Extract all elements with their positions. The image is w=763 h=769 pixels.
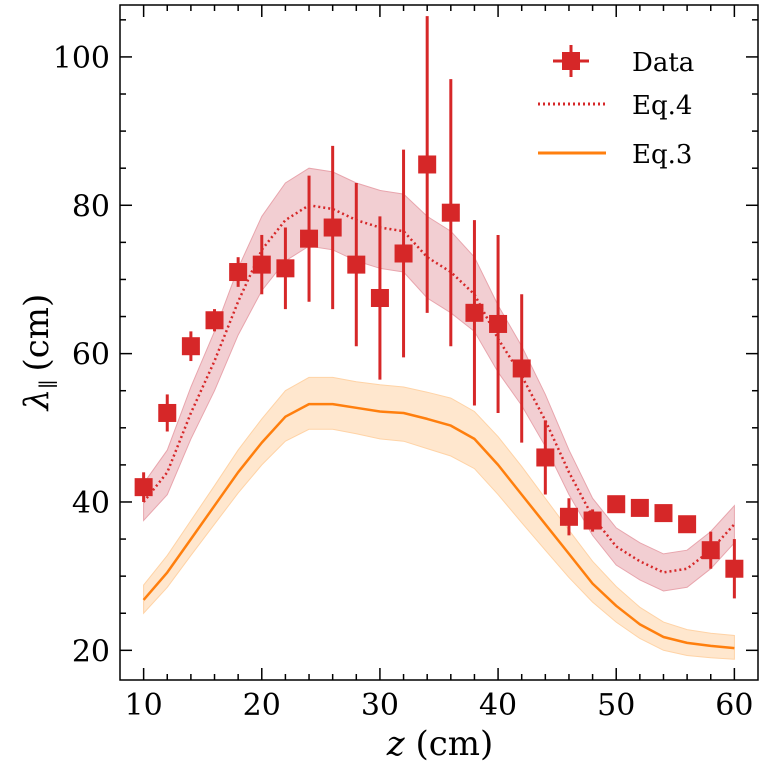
data-point — [134, 472, 153, 502]
data-point — [418, 16, 437, 313]
data-point — [583, 509, 602, 532]
legend-label-eq3: Eq.3 — [632, 140, 692, 170]
y-tick-label: 60 — [72, 338, 110, 373]
legend-entry-eq3: Eq.3 — [538, 140, 692, 170]
data-point — [465, 220, 484, 406]
data-point — [630, 498, 649, 517]
x-tick-label: 40 — [479, 688, 517, 723]
data-marker — [725, 559, 744, 578]
data-point — [370, 216, 389, 380]
eq3-line — [142, 402, 735, 650]
data-marker — [441, 203, 460, 222]
x-axis-title: z (cm) — [386, 724, 494, 764]
data-marker — [630, 498, 649, 517]
y-axis-title: λ∥(cm) — [17, 294, 60, 413]
x-tick-label: 20 — [243, 688, 281, 723]
data-point — [701, 531, 720, 569]
legend: Data Eq.4 Eq.3 — [538, 45, 694, 170]
x-tick-label: 10 — [125, 688, 163, 723]
data-marker — [465, 303, 484, 322]
data-point — [347, 183, 366, 347]
data-point — [276, 227, 295, 310]
legend-label-data: Data — [632, 48, 694, 78]
data-point — [536, 420, 555, 495]
x-tick-label: 50 — [597, 688, 635, 723]
data-points — [134, 16, 744, 599]
data-point — [559, 498, 578, 536]
y-tick-label: 20 — [72, 634, 110, 669]
data-marker — [370, 288, 389, 307]
data-marker — [181, 337, 200, 356]
data-marker — [489, 314, 508, 333]
data-marker — [654, 504, 673, 523]
data-marker — [300, 229, 319, 248]
data-marker — [158, 403, 177, 422]
data-marker — [205, 311, 224, 330]
x-axis-ticks: 10 20 30 40 50 60 — [125, 5, 753, 723]
data-marker — [536, 448, 555, 467]
data-marker — [678, 515, 697, 534]
data-marker — [229, 263, 248, 282]
data-marker — [512, 359, 531, 378]
x-tick-label: 30 — [361, 688, 399, 723]
data-point — [512, 294, 531, 443]
data-marker — [134, 478, 153, 497]
data-point — [181, 331, 200, 362]
data-marker — [583, 511, 602, 530]
data-marker — [701, 541, 720, 560]
y-tick-label: 80 — [72, 189, 110, 224]
data-marker — [323, 218, 342, 237]
data-point — [158, 394, 177, 432]
legend-label-eq4: Eq.4 — [632, 91, 692, 121]
y-axis-ticks: 20 40 60 80 100 — [53, 19, 758, 669]
data-point — [441, 79, 460, 347]
data-marker — [347, 255, 366, 274]
data-marker — [252, 255, 271, 274]
data-marker — [276, 259, 295, 278]
data-marker — [394, 244, 413, 263]
eq4-confidence-band — [143, 167, 735, 592]
data-point — [654, 504, 673, 523]
legend-data-marker-icon — [562, 52, 580, 70]
data-point — [489, 234, 508, 413]
data-point — [205, 309, 224, 332]
data-point — [229, 257, 248, 287]
data-marker — [418, 155, 437, 174]
data-marker — [607, 495, 626, 514]
plot-frame — [119, 4, 759, 681]
legend-entry-eq4: Eq.4 — [538, 91, 692, 121]
data-point — [323, 145, 342, 310]
data-marker — [559, 507, 578, 526]
legend-entry-data: Data — [553, 45, 694, 78]
data-point — [678, 515, 697, 534]
y-tick-label: 40 — [72, 486, 110, 521]
data-point — [300, 175, 319, 302]
model-lines — [142, 204, 736, 650]
eq3-confidence-band — [143, 376, 735, 660]
y-tick-label: 100 — [53, 41, 110, 76]
x-tick-label: 60 — [715, 688, 753, 723]
data-point — [607, 495, 626, 514]
data-point — [725, 539, 744, 599]
data-point — [252, 234, 271, 295]
data-point — [394, 149, 413, 358]
confidence-bands — [143, 167, 735, 660]
